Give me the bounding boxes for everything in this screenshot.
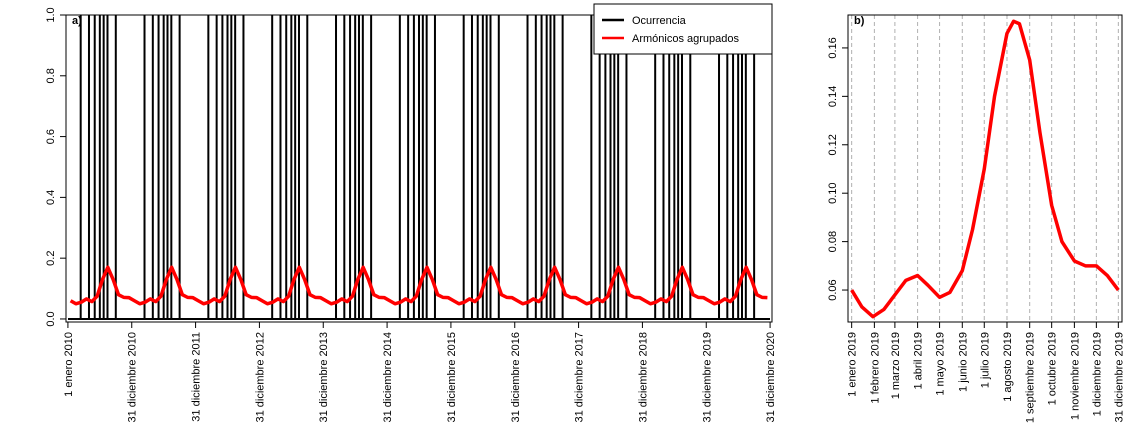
y-tick-label: 0.4 [45, 190, 57, 205]
harmonic-line [69, 265, 768, 306]
x-tick-label: 1 marzo 2019 [890, 332, 902, 399]
harmonic-line [850, 19, 1120, 319]
x-tick-label: 31 diciembre 2018 [637, 332, 649, 423]
x-tick-label: 1 mayo 2019 [935, 332, 947, 396]
legend-label: Armónicos agrupados [632, 33, 740, 45]
plot-frame [65, 14, 773, 323]
x-tick-label: 1 octubre 2019 [1047, 332, 1059, 405]
x-tick-label: 31 diciembre 2014 [382, 332, 394, 423]
x-tick-label: 31 diciembre 2019 [1113, 332, 1124, 423]
x-tick-label: 31 diciembre 2012 [254, 332, 266, 423]
panel: 1 enero 2010 31 diciembre 2010 31 diciembr… [45, 3, 777, 423]
x-tick-label: 1 diciembre 2019 [1091, 332, 1103, 416]
panel-label: b) [854, 15, 865, 27]
panel-label: a) [72, 15, 82, 27]
y-tick-label: 0.06 [827, 279, 839, 300]
y-tick-label: 0.14 [827, 86, 839, 107]
x-tick-label: 31 diciembre 2016 [510, 332, 522, 423]
x-tick-label: 31 diciembre 2015 [446, 332, 458, 423]
legend-label: Ocurrencia [632, 15, 687, 27]
y-tick-label: 0.0 [45, 311, 57, 326]
x-tick-label: 31 diciembre 2010 [127, 332, 139, 423]
y-tick-label: 0.6 [45, 129, 57, 144]
y-tick-label: 0.12 [827, 134, 839, 155]
x-tick-label: 1 noviembre 2019 [1069, 332, 1081, 420]
x-tick-label: 31 diciembre 2013 [318, 332, 330, 423]
x-tick-label: 1 junio 2019 [957, 332, 969, 392]
x-tick-label: 1 septiembre 2019 [1025, 332, 1037, 423]
y-tick-label: 0.8 [45, 68, 57, 83]
y-tick-label: 1.0 [45, 7, 57, 22]
y-tick-label: 0.2 [45, 251, 57, 266]
panel: 1 enero 2019 1 febrero 2019 1 marzo 2019 1 … [827, 14, 1124, 423]
x-tick-label: 1 abril 2019 [913, 332, 925, 390]
x-tick-label: 1 agosto 2019 [1002, 332, 1014, 402]
x-tick-label: 1 enero 2010 [63, 332, 75, 397]
y-tick-label: 0.08 [827, 231, 839, 252]
x-tick-label: 31 diciembre 2019 [701, 332, 713, 423]
y-tick-label: 0.10 [827, 182, 839, 203]
x-tick-label: 31 diciembre 2011 [191, 332, 203, 422]
plot-frame [847, 14, 1123, 323]
legend-box [593, 3, 773, 55]
x-tick-label: 31 diciembre 2017 [574, 332, 586, 423]
x-tick-label: 1 enero 2019 [847, 332, 859, 397]
x-tick-label: 1 julio 2019 [979, 332, 991, 388]
y-tick-label: 0.16 [827, 37, 839, 58]
x-tick-label: 1 febrero 2019 [869, 332, 881, 404]
x-tick-label: 31 diciembre 2020 [765, 332, 777, 423]
